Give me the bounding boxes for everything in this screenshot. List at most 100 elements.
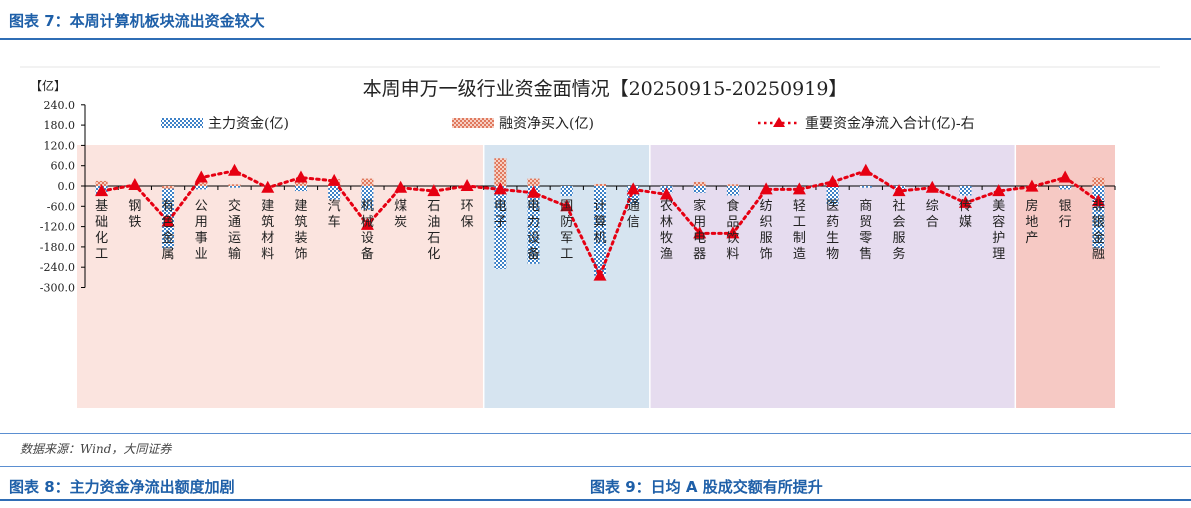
net-inflow-point [327, 173, 341, 186]
x-tick-label: 建筑装饰 [294, 199, 307, 262]
net-inflow-point [194, 170, 208, 183]
legend: 主力资金(亿) 融资净买入(亿) 重要资金净流入合计(亿)-右 [161, 116, 975, 132]
figure-8-title: 图表 8：主力资金净流出额度加剧 [9, 478, 235, 496]
legend-net-marker [773, 117, 785, 127]
plot-region-1 [483, 145, 650, 408]
y-tick-label: 120.0 [44, 139, 76, 152]
net-inflow-point [128, 177, 142, 190]
x-tick-label: 石油石化 [427, 199, 440, 262]
figure-9-title: 图表 9：日均 A 股成交额有所提升 [590, 478, 823, 496]
bar-margin-buy [162, 186, 175, 189]
x-tick-label: 纺织服饰 [760, 199, 773, 262]
bar-main-fund [560, 186, 573, 197]
x-tick-label: 交通运输 [228, 198, 241, 262]
x-tick-label: 轻工制造 [793, 199, 806, 262]
bar-margin-buy [95, 180, 108, 186]
net-inflow-point [826, 174, 840, 187]
y-axis-unit-label: 【亿】 [30, 78, 66, 93]
bar-margin-buy [527, 178, 540, 186]
net-inflow-point [228, 163, 242, 176]
x-tick-label: 建筑材料 [261, 199, 274, 262]
net-inflow-point [659, 187, 673, 200]
bar-main-fund [361, 186, 374, 210]
legend-label-main-fund: 主力资金(亿) [208, 116, 289, 132]
net-inflow-point [892, 184, 906, 197]
x-tick-label: 农林牧渔 [660, 199, 673, 262]
x-tick-label: 煤炭 [394, 199, 407, 230]
net-inflow-point [759, 182, 773, 195]
x-tick-label: 非银金融 [1092, 199, 1105, 262]
bar-main-fund [693, 186, 706, 193]
net-inflow-point [693, 226, 707, 239]
bar-margin-buy [361, 178, 374, 186]
bar-main-fund [726, 186, 739, 196]
figure-title: 图表 7：本周计算机板块流出资金较大 [9, 12, 265, 30]
net-inflow-point [360, 217, 374, 230]
net-inflow-point [1025, 179, 1039, 192]
net-inflow-point [792, 182, 806, 195]
net-inflow-point [394, 180, 408, 193]
bar-main-fund [328, 186, 341, 200]
x-tick-label: 家用电器 [693, 198, 706, 262]
bar-margin-buy [494, 158, 507, 186]
x-tick-label: 银行 [1059, 199, 1072, 230]
y-tick-label: -300.0 [40, 282, 75, 295]
legend-label-margin: 融资净买入(亿) [499, 116, 594, 132]
x-tick-label: 电子 [494, 199, 507, 230]
y-tick-label: -240.0 [40, 261, 75, 274]
net-inflow-point [1058, 170, 1072, 183]
y-tick-label: 60.0 [51, 160, 76, 173]
net-inflow-point [1091, 194, 1105, 207]
bar-main-fund [1059, 186, 1072, 190]
bar-main-fund [294, 186, 307, 192]
y-tick-label: -60.0 [47, 200, 75, 213]
bar-margin-buy [594, 183, 606, 186]
header-rule [0, 38, 1191, 40]
x-tick-label: 环保 [461, 199, 474, 230]
x-tick-label: 美容护理 [992, 199, 1005, 262]
bar-main-fund [859, 186, 872, 188]
x-tick-label: 国防军工 [560, 199, 573, 262]
net-inflow-point [626, 182, 640, 195]
y-tick-label: -120.0 [40, 221, 75, 234]
source-rule-top [0, 433, 1191, 434]
y-tick-label: 180.0 [44, 119, 76, 132]
bar-main-fund [959, 186, 972, 196]
net-inflow-point [726, 226, 740, 239]
x-tick-label: 食品饮料 [726, 198, 739, 262]
net-inflow-point [992, 184, 1006, 197]
net-inflow-point [593, 268, 607, 281]
net-inflow-point [261, 180, 275, 193]
net-inflow-point [460, 179, 474, 191]
net-inflow-point [527, 185, 541, 198]
bar-main-fund [594, 186, 606, 276]
source-note: 数据来源：Wind，大同证券 [20, 442, 172, 456]
bar-main-fund [527, 186, 540, 264]
source-rule-bottom [0, 466, 1191, 467]
bar-margin-buy [693, 181, 706, 186]
x-tick-label: 公用事业 [195, 199, 208, 262]
x-tick-label: 商贸零售 [859, 199, 872, 262]
bar-main-fund [228, 186, 241, 188]
net-inflow-point [294, 170, 308, 183]
bar-margin-buy [1092, 177, 1105, 186]
x-tick-label: 传媒 [959, 199, 972, 230]
x-tick-label: 社会服务 [893, 198, 906, 262]
net-inflow-point [161, 214, 175, 227]
x-tick-label: 综合 [926, 199, 939, 230]
x-tick-label: 机械设备 [361, 199, 374, 262]
net-inflow-point [493, 182, 507, 195]
legend-swatch-margin [452, 118, 494, 128]
x-tick-label: 钢铁 [128, 199, 141, 230]
x-tick-label: 电力设备 [527, 199, 540, 262]
bar-margin-buy [228, 184, 241, 186]
net-inflow-point [95, 184, 109, 197]
legend-label-net-line: 重要资金净流入合计(亿)-右 [805, 116, 975, 132]
bar-margin-buy [294, 179, 307, 186]
x-tick-label: 基础化工 [95, 199, 108, 262]
net-inflow-point [560, 199, 574, 212]
bar-margin-buy [195, 182, 208, 186]
chart-title: 本周申万一级行业资金面情况【20250915-20250919】 [363, 78, 848, 100]
y-tick-label: -180.0 [40, 241, 75, 254]
x-tick-label: 医药生物 [826, 199, 839, 262]
